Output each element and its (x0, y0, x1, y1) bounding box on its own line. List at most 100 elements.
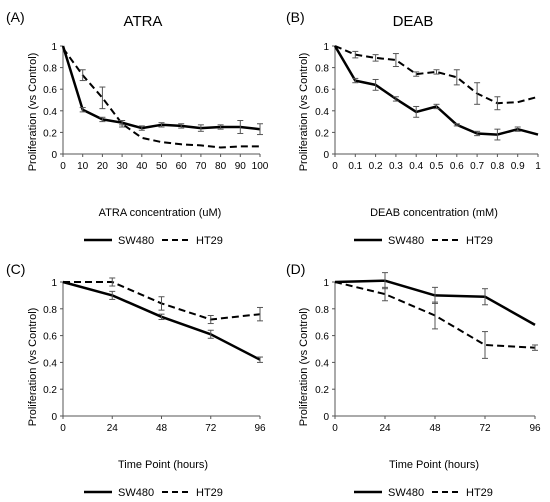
error-bar-sw480 (392, 96, 399, 102)
y-tick-label: 0.2 (315, 128, 329, 139)
x-tick-label: 0.9 (511, 161, 525, 172)
error-bar-sw480 (158, 122, 165, 128)
x-tick-label: 0.4 (409, 161, 423, 172)
error-bar-ht29 (109, 277, 116, 287)
error-bar-ht29 (372, 54, 379, 62)
error-bar-sw480 (413, 105, 420, 118)
error-bar-sw480 (109, 290, 116, 300)
x-tick-label: 30 (117, 161, 129, 172)
panel-label: (B) (286, 9, 305, 25)
error-bar-sw480 (158, 313, 165, 321)
x-tick-label: 0.8 (490, 161, 504, 172)
y-axis-label: Proliferation (vs Control) (298, 53, 310, 172)
x-tick-label: 0 (332, 161, 338, 172)
error-bar-sw480 (482, 288, 488, 306)
x-tick-label: 0 (60, 423, 66, 434)
error-bar-sw480 (138, 125, 145, 131)
error-bar-sw480 (217, 124, 224, 130)
y-tick-label: 0 (51, 412, 57, 423)
error-bar-sw480 (257, 356, 263, 363)
x-tick-label: 80 (215, 161, 227, 172)
error-bar-ht29 (432, 301, 438, 330)
x-tick-label: 72 (205, 423, 217, 434)
error-bar-ht29 (494, 96, 501, 111)
legend-label-sw480: SW480 (388, 235, 424, 247)
y-tick-label: 0.4 (43, 358, 57, 369)
error-bar-ht29 (158, 296, 165, 311)
y-tick-label: 1 (51, 42, 57, 53)
y-tick-label: 0.6 (43, 332, 57, 343)
y-tick-label: 0.6 (315, 332, 329, 343)
x-tick-label: 40 (136, 161, 148, 172)
y-tick-label: 0.8 (315, 64, 329, 75)
error-bar-ht29 (433, 69, 440, 75)
panel-c: (C) Proliferation (vs Control) Time Poin… (6, 261, 266, 499)
error-bar-ht29 (392, 53, 399, 68)
y-tick-label: 0.2 (315, 385, 329, 396)
error-bar-sw480 (197, 124, 204, 132)
y-tick-label: 0.6 (43, 85, 57, 96)
legend: SW480 HT29 (84, 487, 223, 499)
y-axis-label: Proliferation (vs Control) (27, 53, 39, 172)
legend-label-ht29: HT29 (196, 487, 223, 499)
error-bar-sw480 (207, 329, 214, 339)
y-tick-label: 0 (323, 412, 329, 423)
error-bar-ht29 (99, 86, 106, 110)
x-tick-label: 48 (429, 423, 441, 434)
error-bar-sw480 (352, 77, 359, 84)
error-bar-ht29 (413, 71, 420, 77)
x-tick-label: 48 (156, 423, 168, 434)
x-tick-label: 60 (176, 161, 188, 172)
error-bar-ht29 (474, 82, 481, 105)
error-bar-ht29 (207, 315, 214, 325)
x-axis-label: DEAB concentration (mM) (370, 207, 498, 219)
error-bar-ht29 (482, 331, 488, 359)
y-tick-label: 0.4 (315, 107, 329, 118)
x-tick-label: 0.5 (430, 161, 444, 172)
legend-label-sw480: SW480 (388, 487, 424, 499)
error-bar-ht29 (532, 344, 538, 351)
x-tick-label: 24 (379, 423, 391, 434)
y-axis-label: Proliferation (vs Control) (27, 308, 39, 427)
legend-label-sw480: SW480 (118, 487, 154, 499)
panel-d: (D) Proliferation (vs Control) Time Poin… (286, 261, 541, 499)
error-bar-sw480 (99, 116, 106, 123)
y-tick-label: 0 (323, 150, 329, 161)
error-bar-ht29 (352, 50, 359, 59)
error-bar-sw480 (453, 123, 460, 127)
chart-title: DEAB (393, 13, 434, 30)
error-bar-sw480 (178, 123, 185, 129)
error-bar-sw480 (433, 103, 440, 110)
x-tick-label: 0 (332, 423, 338, 434)
x-tick-label: 96 (254, 423, 266, 434)
legend-label-ht29: HT29 (466, 487, 493, 499)
x-tick-label: 50 (156, 161, 168, 172)
error-bar-sw480 (474, 130, 481, 137)
x-axis-label: ATRA concentration (uM) (99, 207, 222, 219)
y-tick-label: 0.4 (315, 358, 329, 369)
panel-b: (B) DEAB Proliferation (vs Control) DEAB… (286, 9, 541, 247)
x-tick-label: 96 (529, 423, 541, 434)
x-tick-label: 20 (97, 161, 109, 172)
y-axis-label: Proliferation (vs Control) (298, 308, 310, 427)
legend-label-sw480: SW480 (118, 235, 154, 247)
error-bar-sw480 (372, 78, 379, 91)
series-line-sw480 (333, 45, 539, 136)
error-bar-ht29 (453, 69, 460, 86)
x-axis-label: Time Point (hours) (389, 459, 479, 471)
x-tick-label: 0.6 (450, 161, 464, 172)
x-tick-label: 0.7 (470, 161, 484, 172)
error-bar-ht29 (382, 286, 388, 302)
legend: SW480 HT29 (354, 235, 493, 247)
x-tick-label: 1 (535, 161, 541, 172)
x-tick-label: 100 (252, 161, 269, 172)
y-tick-label: 0.8 (43, 305, 57, 316)
y-tick-label: 0.4 (43, 107, 57, 118)
error-bar-sw480 (514, 126, 521, 132)
error-bar-sw480 (79, 107, 86, 113)
x-axis-label: Time Point (hours) (118, 459, 208, 471)
legend: SW480 HT29 (354, 487, 493, 499)
x-tick-label: 0.2 (369, 161, 383, 172)
series-line-ht29 (62, 47, 260, 149)
